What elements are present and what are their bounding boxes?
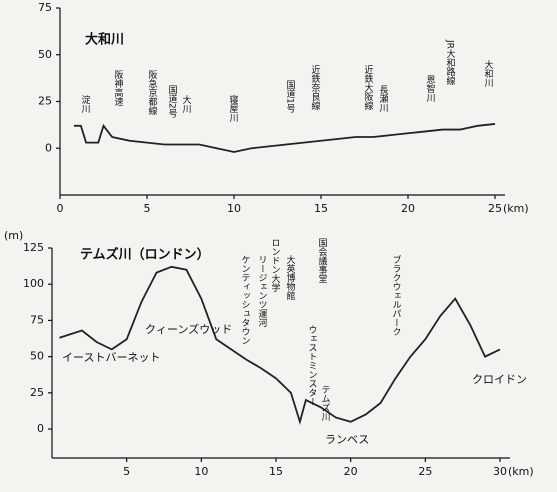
x-axis-label: (km)	[508, 465, 534, 478]
x-tick-label: 20	[344, 465, 358, 478]
y-tick-label: 125	[23, 241, 44, 254]
y-tick-label: 25	[38, 95, 52, 108]
annotation: クィーンズウッド	[145, 322, 232, 336]
annotation: ランベス	[325, 433, 369, 446]
y-axis-label: (m)	[4, 229, 23, 242]
profile-line	[59, 265, 501, 426]
y-tick-label: 25	[30, 386, 44, 399]
y-tick-label: 0	[37, 422, 44, 435]
annotation: 近鉄大阪線	[363, 64, 374, 110]
y-tick-label: 50	[30, 350, 44, 363]
y-tick-label: 0	[45, 141, 52, 154]
annotation: ケンティッシュタウン	[240, 255, 251, 345]
annotation: 大和川	[483, 59, 494, 87]
annotation: 大川	[181, 94, 192, 113]
annotation: 大英博物館	[285, 254, 296, 301]
x-tick-label: 5	[144, 202, 151, 215]
x-tick-label: 15	[269, 465, 283, 478]
annotation: 近鉄奈良線	[310, 64, 321, 110]
y-tick-label: 100	[23, 277, 44, 290]
y-tick-label: 75	[38, 1, 52, 14]
x-axis-label: (km)	[503, 202, 529, 215]
chart-title: 大和川	[85, 32, 124, 48]
annotation: ブラクウェルパーク	[391, 254, 402, 336]
y-tick-label: 75	[30, 313, 44, 326]
x-tick-label: 10	[227, 202, 241, 215]
x-tick-label: 25	[418, 465, 432, 478]
x-tick-label: 25	[488, 202, 502, 215]
annotation: 阪神高速	[113, 70, 124, 107]
annotation: 恩智川	[425, 75, 436, 102]
annotation: 長瀬川	[378, 85, 389, 112]
x-tick-label: 0	[57, 202, 64, 215]
annotation: テムズ川	[320, 385, 331, 421]
x-tick-label: 10	[194, 465, 208, 478]
annotation: ロンドン大学	[270, 238, 281, 292]
x-tick-label: 15	[314, 202, 328, 215]
annotation: クロイドン	[472, 373, 527, 386]
x-tick-label: 5	[123, 465, 130, 478]
annotation: ウェストミンスター	[307, 325, 318, 406]
annotation: 阪急京都線	[147, 70, 158, 115]
profile-line	[73, 123, 496, 153]
x-tick-label: 30	[493, 465, 507, 478]
annotation: 国会議事堂	[317, 238, 328, 283]
annotation: 淀川	[80, 94, 91, 113]
annotation: イーストバーネット	[62, 351, 160, 364]
annotation: JR大和路線	[445, 39, 456, 85]
y-tick-label: 50	[38, 48, 52, 61]
chart-title: テムズ川（ロンドン）	[80, 247, 210, 263]
x-tick-label: 20	[401, 202, 415, 215]
annotation: 国道2号	[167, 85, 178, 119]
annotation: リージェンツ運河	[257, 255, 268, 327]
annotation: 国道1号	[285, 80, 296, 114]
annotation: 寝屋川	[228, 94, 239, 122]
